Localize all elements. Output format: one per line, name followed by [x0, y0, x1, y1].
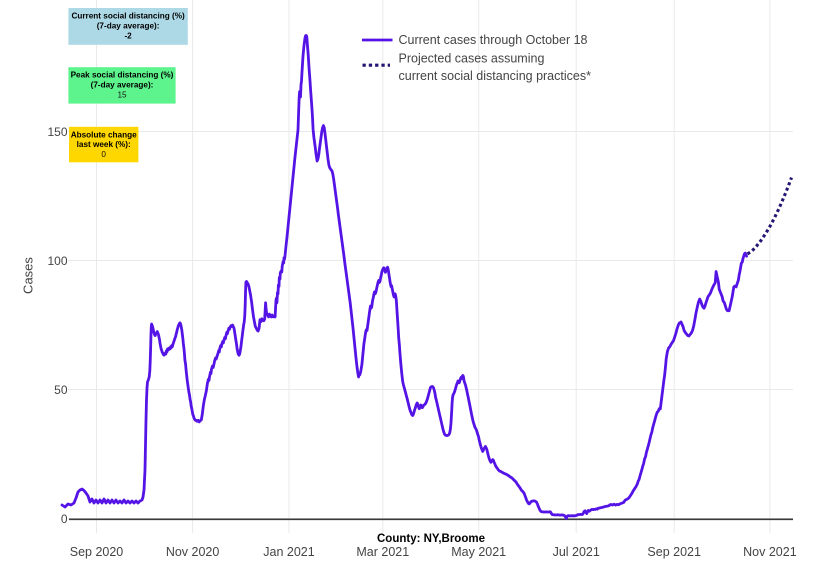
svg-text:Nov 2020: Nov 2020	[166, 545, 220, 559]
svg-text:Absolute change: Absolute change	[71, 130, 137, 139]
svg-text:(7-day average):: (7-day average):	[91, 81, 154, 90]
svg-text:May 2021: May 2021	[451, 545, 506, 559]
svg-text:50: 50	[54, 383, 68, 397]
svg-text:Sep 2020: Sep 2020	[70, 545, 124, 559]
svg-text:(7-day average):: (7-day average):	[97, 21, 160, 30]
svg-text:Mar 2021: Mar 2021	[356, 545, 409, 559]
svg-text:Current social distancing (%): Current social distancing (%)	[71, 12, 185, 21]
svg-text:Current cases through October: Current cases through October 18	[399, 33, 588, 47]
svg-text:0: 0	[101, 150, 106, 159]
svg-text:Cases: Cases	[21, 257, 36, 294]
svg-text:100: 100	[47, 254, 67, 268]
svg-text:Jul 2021: Jul 2021	[553, 545, 600, 559]
svg-text:last week (%):: last week (%):	[77, 140, 131, 149]
svg-text:Jan 2021: Jan 2021	[263, 545, 314, 559]
svg-text:15: 15	[117, 90, 127, 99]
svg-text:County: NY,Broome: County: NY,Broome	[377, 533, 485, 545]
svg-text:-2: -2	[124, 31, 132, 40]
svg-text:Peak social distancing (%): Peak social distancing (%)	[71, 71, 174, 80]
svg-text:0: 0	[61, 512, 68, 526]
svg-text:Nov 2021: Nov 2021	[743, 545, 797, 559]
svg-text:Sep 2021: Sep 2021	[647, 545, 701, 559]
svg-text:Projected cases assuming: Projected cases assuming	[399, 52, 545, 66]
svg-text:150: 150	[47, 125, 67, 139]
svg-text:current social distancing prac: current social distancing practices*	[399, 69, 592, 83]
